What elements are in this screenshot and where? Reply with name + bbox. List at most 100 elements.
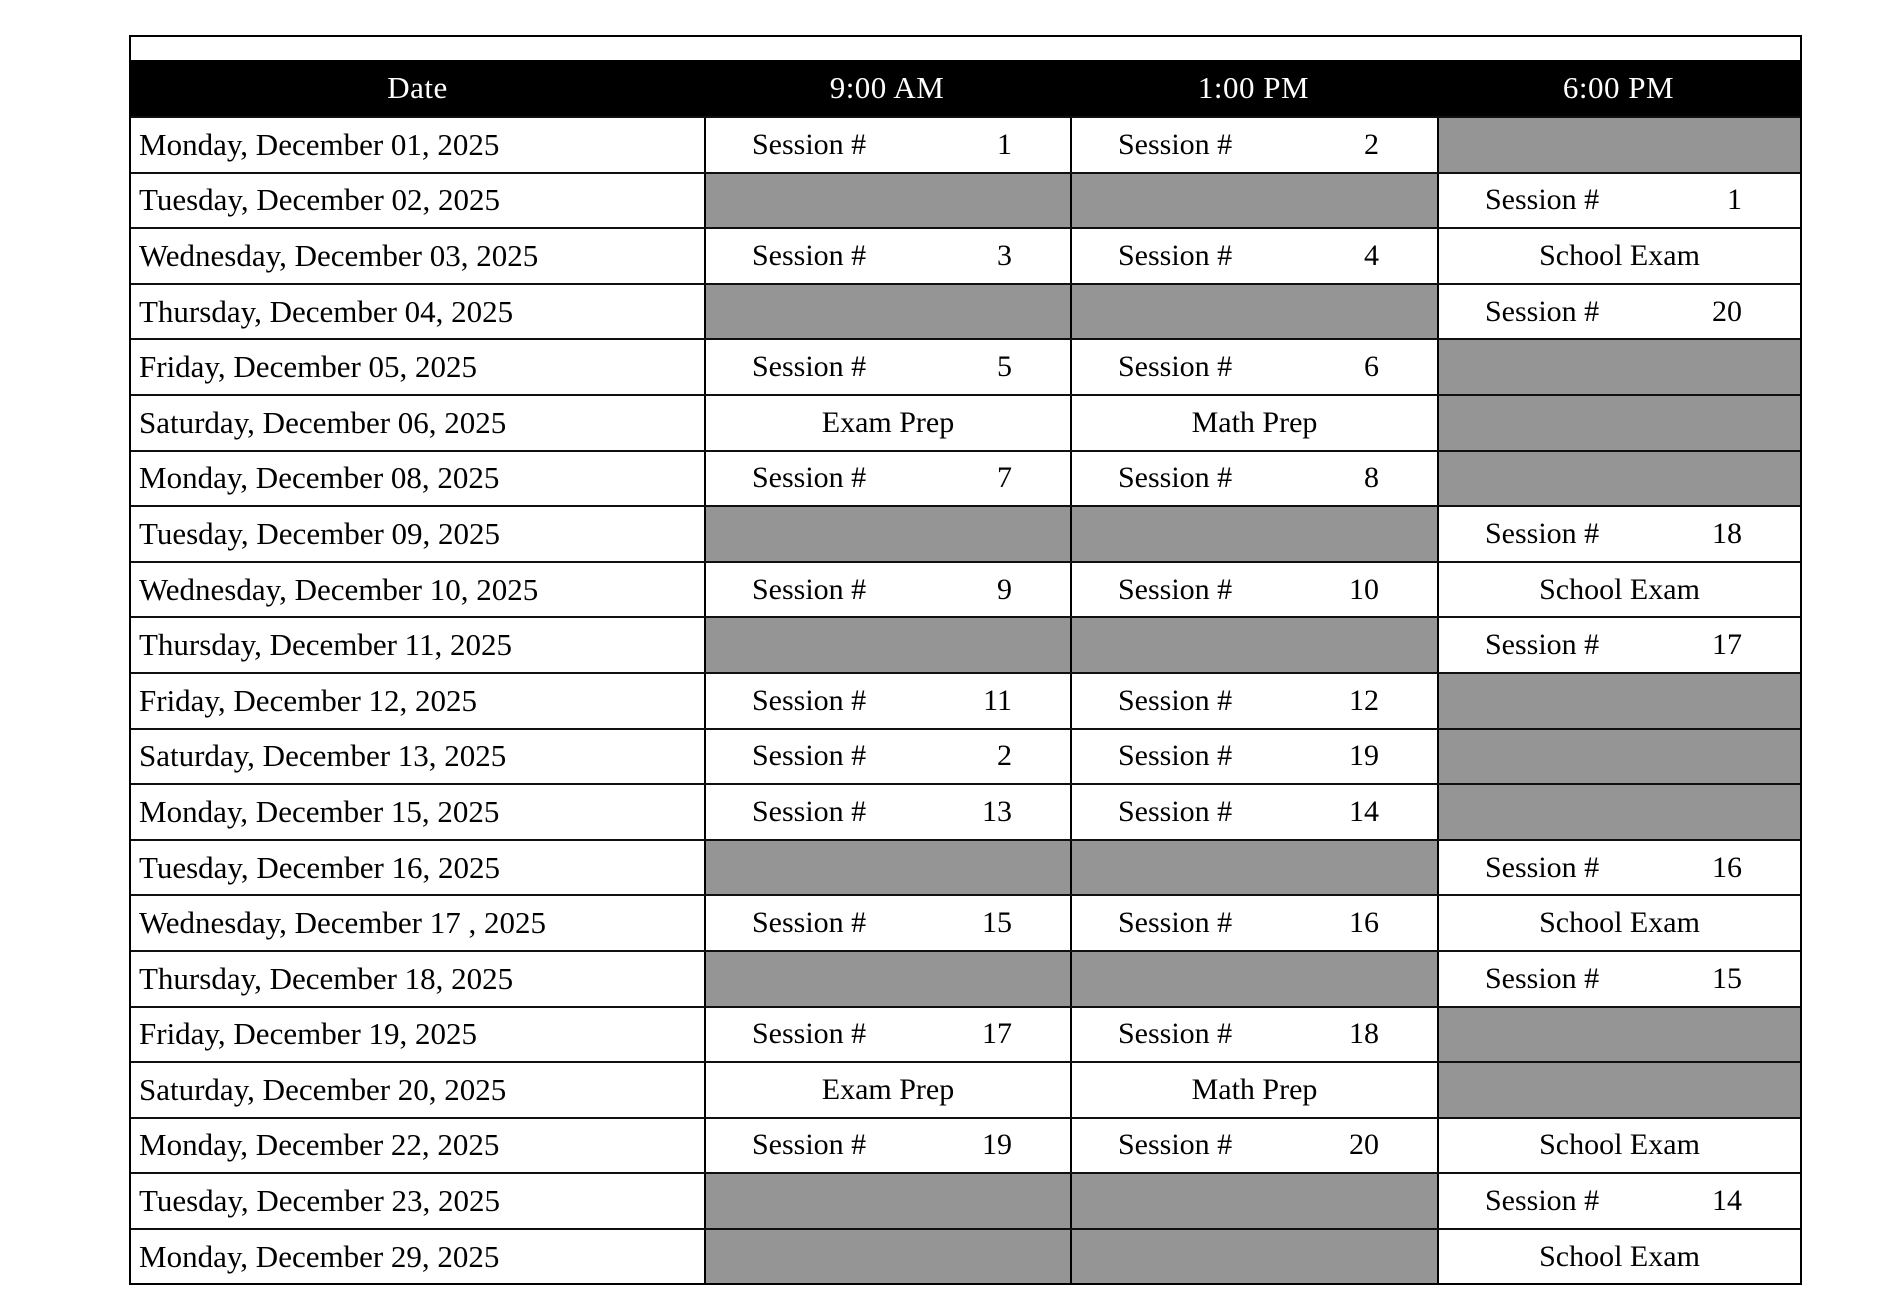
session-cell: Session # 19 — [1070, 729, 1437, 784]
table-row: Tuesday, December 23, 2025 Session # 14 — [131, 1172, 1800, 1228]
event-label: Math Prep — [1191, 1072, 1318, 1106]
date-cell: Wednesday, December 17 , 2025 — [131, 896, 704, 950]
date-label: Monday, December 29, 2025 — [139, 1238, 500, 1274]
table-row: Friday, December 19, 2025 Session #17 Sess… — [131, 1005, 1800, 1062]
session-label: Session # — [1118, 794, 1233, 828]
session-label: Session # — [1118, 572, 1233, 606]
session-cell: Session # 16 — [1437, 840, 1800, 895]
table-row: Wednesday, December 03, 2025 Session # 3 Se… — [131, 227, 1800, 283]
session-cell: Session # 16 — [1070, 896, 1437, 950]
empty-cell — [1437, 673, 1800, 728]
date-label: Friday, December 05, 2025 — [139, 349, 478, 385]
empty-cell — [704, 618, 1070, 672]
event-cell: School Exam — [1437, 896, 1800, 950]
date-label: Friday, December 19, 2025 — [139, 1016, 478, 1052]
event-cell: Math Prep — [1070, 1063, 1437, 1117]
session-number: 16 — [1349, 906, 1379, 940]
event-label: School Exam — [1539, 1128, 1700, 1162]
date-cell: Wednesday, December 03, 2025 — [131, 229, 704, 283]
table-row: Tuesday, December 09, 2025 Session # 18 — [131, 505, 1800, 561]
session-number: 17 — [982, 1017, 1012, 1051]
empty-cell — [1070, 840, 1437, 895]
date-label: Thursday, December 11, 2025 — [139, 627, 513, 663]
top-spacer-row — [131, 37, 1800, 60]
date-cell: Thursday, December 11, 2025 — [131, 618, 704, 672]
table-header-row: Date 9:00 AM 1:00 PM 6:00 PM — [131, 60, 1800, 116]
event-cell: School Exam — [1437, 229, 1800, 283]
event-cell: Exam Prep — [704, 1063, 1070, 1117]
date-cell: Tuesday, December 09, 2025 — [131, 507, 704, 561]
session-label: Session # — [752, 739, 867, 773]
session-number: 14 — [1712, 1184, 1742, 1218]
session-cell: Session # 13 — [704, 785, 1070, 839]
event-cell: School Exam — [1437, 1118, 1800, 1173]
session-cell: Session # 10 — [1070, 562, 1437, 617]
table-row: Tuesday, December 02, 2025 Session # 1 — [131, 171, 1800, 228]
date-cell: Friday, December 12, 2025 — [131, 674, 704, 728]
session-cell: Session # 14 — [1070, 785, 1437, 839]
event-cell: Exam Prep — [704, 395, 1070, 450]
session-cell: Session # 11 — [704, 673, 1070, 728]
session-label: Session # — [1485, 516, 1600, 550]
date-label: Saturday, December 13, 2025 — [139, 738, 507, 774]
date-label: Friday, December 12, 2025 — [139, 682, 478, 718]
date-label: Thursday, December 04, 2025 — [139, 293, 514, 329]
table-row: Wednesday, December 10, 2025 Session #9 Se… — [131, 560, 1800, 617]
event-label: School Exam — [1539, 572, 1700, 606]
date-label: Tuesday, December 09, 2025 — [139, 515, 501, 551]
session-cell: Session # 20 — [1070, 1118, 1437, 1173]
session-label: Session # — [1118, 238, 1233, 272]
empty-cell — [1437, 729, 1800, 784]
empty-cell — [704, 507, 1070, 561]
session-number: 1 — [1727, 183, 1742, 217]
session-number: 20 — [1349, 1128, 1379, 1162]
session-label: Session # — [752, 1017, 867, 1051]
session-number: 20 — [1712, 294, 1742, 328]
event-label: Math Prep — [1191, 405, 1318, 439]
event-label: Exam Prep — [821, 1072, 955, 1106]
table-row: Thursday, December 11, 2025 Session # 17 — [131, 616, 1800, 672]
date-label: Tuesday, December 16, 2025 — [139, 849, 501, 885]
session-label: Session # — [752, 127, 867, 161]
session-cell: Session # 17 — [1437, 618, 1800, 672]
empty-cell — [1437, 118, 1800, 172]
session-label: Session # — [1118, 350, 1233, 384]
header-cell-1pm: 1:00 PM — [1197, 70, 1310, 105]
empty-cell — [1437, 451, 1800, 506]
session-label: Session # — [1485, 294, 1600, 328]
table-row: Monday, December 08, 2025 Session #7 Sessi… — [131, 449, 1800, 506]
session-cell: Session # 1 — [1437, 173, 1800, 228]
session-number: 18 — [1712, 516, 1742, 550]
date-label: Thursday, December 18, 2025 — [139, 960, 514, 996]
date-label: Wednesday, December 17 , 2025 — [139, 905, 546, 941]
session-number: 13 — [982, 794, 1012, 828]
session-number: 6 — [1364, 350, 1379, 384]
session-number: 17 — [1712, 628, 1742, 662]
session-label: Session # — [1485, 961, 1600, 995]
table-row: Thursday, December 04, 2025 Session # 20 — [131, 282, 1800, 339]
session-cell: Session # 12 — [1070, 673, 1437, 728]
session-number: 19 — [1349, 739, 1379, 773]
date-label: Saturday, December 20, 2025 — [139, 1071, 507, 1107]
empty-cell — [1070, 1174, 1437, 1228]
date-label: Monday, December 08, 2025 — [139, 460, 500, 496]
table-row: Saturday, December 20, 2025 Exam Prep Math… — [131, 1061, 1800, 1117]
date-cell: Monday, December 01, 2025 — [131, 118, 704, 172]
session-cell: Session # 4 — [1070, 229, 1437, 283]
date-cell: Monday, December 22, 2025 — [131, 1119, 704, 1173]
event-label: School Exam — [1539, 1239, 1700, 1273]
session-number: 3 — [997, 238, 1012, 272]
empty-cell — [704, 840, 1070, 895]
session-cell: Session # 8 — [1070, 451, 1437, 506]
session-cell: Session # 18 — [1070, 1007, 1437, 1062]
session-cell: Session # 2 — [704, 729, 1070, 784]
session-cell: Session # 1 — [704, 118, 1070, 172]
table-row: Monday, December 15, 2025 Session #13 Sess… — [131, 783, 1800, 839]
session-number: 2 — [1364, 127, 1379, 161]
date-cell: Friday, December 05, 2025 — [131, 340, 704, 394]
event-cell: School Exam — [1437, 1229, 1800, 1284]
empty-cell — [1070, 173, 1437, 228]
empty-cell — [1437, 1063, 1800, 1117]
session-cell: Session # 17 — [704, 1007, 1070, 1062]
date-label: Monday, December 15, 2025 — [139, 793, 500, 829]
